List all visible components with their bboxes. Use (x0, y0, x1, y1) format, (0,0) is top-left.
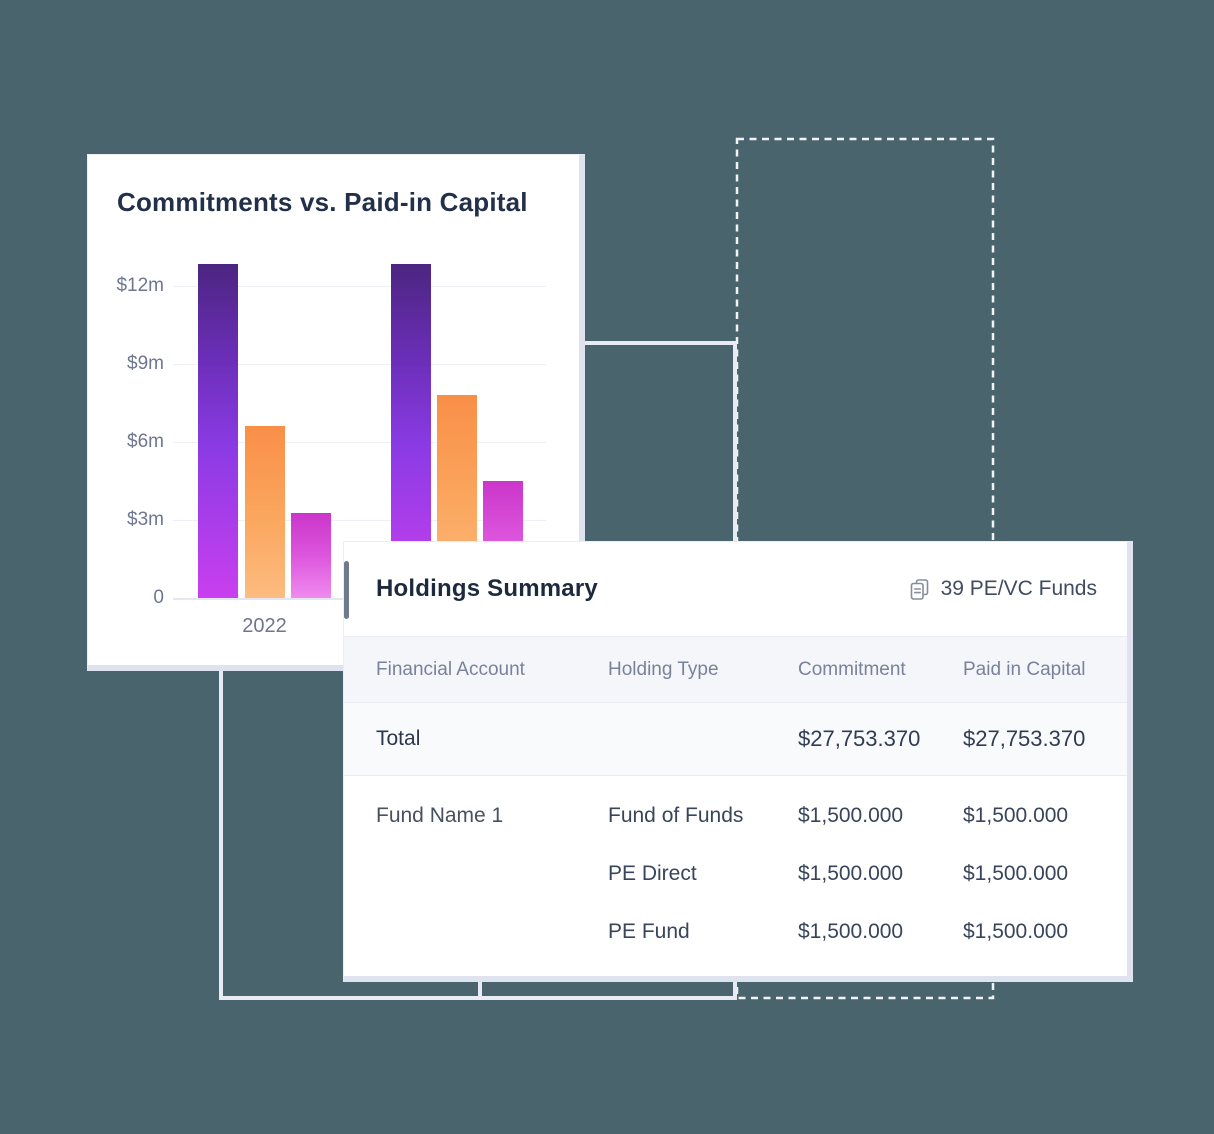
table-total-row: Total $27,753.370 $27,753.370 (344, 703, 1127, 776)
left-edge-indicator-bar (344, 561, 349, 619)
gridline (173, 520, 546, 521)
y-axis-tick-label: 0 (153, 587, 164, 608)
gridline (173, 286, 546, 287)
cell-paid-in-capital: $1,500.000 (963, 804, 1069, 827)
total-label: Total (376, 727, 421, 750)
cell-financial-account: Fund Name 1 (376, 804, 504, 827)
y-axis-tick-label: $3m (127, 509, 164, 530)
cell-holding-type: PE Fund (608, 920, 690, 943)
x-axis-category-label: 2022 (242, 615, 287, 637)
table-column-headers: Financial Account Holding Type Commitmen… (344, 636, 1127, 703)
table-row: PE Direct $1,500.000 $1,500.000 (344, 845, 1127, 903)
total-paid-in-capital: $27,753.370 (963, 726, 1086, 751)
cell-holding-type: PE Direct (608, 862, 697, 885)
cell-commitment: $1,500.000 (798, 862, 904, 885)
cell-commitment: $1,500.000 (798, 804, 904, 827)
column-header-commitment: Commitment (798, 658, 906, 680)
gridline (173, 364, 546, 365)
cell-holding-type: Fund of Funds (608, 804, 744, 827)
table-row: PE Fund $1,500.000 $1,500.000 (344, 903, 1127, 961)
chart-title: Commitments vs. Paid-in Capital (117, 187, 528, 217)
bar-pink-2022 (291, 513, 331, 598)
holdings-title: Holdings Summary (376, 575, 598, 602)
funds-count-badge: 39 PE/VC Funds (908, 577, 1097, 601)
table-body: Fund Name 1 Fund of Funds $1,500.000 $1,… (344, 776, 1127, 961)
holdings-summary-card: Holdings Summary 39 PE/VC Funds Financia… (343, 541, 1133, 982)
column-header-financial-account: Financial Account (376, 658, 525, 680)
table-row: Fund Name 1 Fund of Funds $1,500.000 $1,… (344, 787, 1127, 845)
column-header-paid-in-capital: Paid in Capital (963, 658, 1086, 680)
total-commitment: $27,753.370 (798, 726, 921, 751)
cell-paid-in-capital: $1,500.000 (963, 920, 1069, 943)
bar-purple-2022 (198, 264, 238, 598)
cell-paid-in-capital: $1,500.000 (963, 862, 1069, 885)
y-axis-tick-label: $6m (127, 431, 164, 452)
column-header-holding-type: Holding Type (608, 658, 719, 680)
funds-count-label: 39 PE/VC Funds (940, 577, 1097, 600)
y-axis-tick-label: $12m (116, 275, 164, 296)
cell-commitment: $1,500.000 (798, 920, 904, 943)
documents-icon (908, 578, 931, 601)
holdings-card-header: Holdings Summary 39 PE/VC Funds (344, 542, 1127, 636)
y-axis-tick-label: $9m (127, 353, 164, 374)
gridline (173, 442, 546, 443)
bar-orange-2022 (245, 426, 285, 598)
